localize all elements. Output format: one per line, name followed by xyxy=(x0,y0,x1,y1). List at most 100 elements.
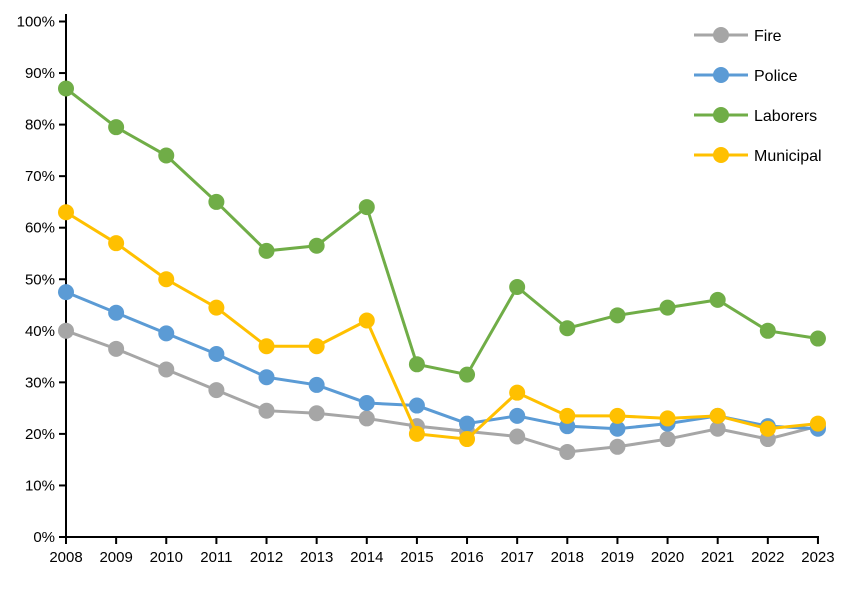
legend-item-fire[interactable]: Fire xyxy=(694,27,782,45)
legend-label-police: Police xyxy=(754,68,798,85)
laborers-point-2023 xyxy=(809,330,826,347)
police-point-2014 xyxy=(358,394,375,411)
y-axis-tick-label: 0% xyxy=(33,529,55,546)
laborers-point-2010 xyxy=(158,147,175,164)
police-point-2016 xyxy=(459,415,476,432)
y-axis-tick-label: 30% xyxy=(25,374,55,391)
municipal-point-2021 xyxy=(709,407,726,424)
fire-point-2012 xyxy=(258,402,275,419)
fire-point-2008 xyxy=(58,322,74,339)
legend-marker-laborers xyxy=(713,107,729,123)
legend-item-laborers[interactable]: Laborers xyxy=(694,107,817,125)
fire-point-2018 xyxy=(559,443,576,460)
x-axis-tick-label: 2008 xyxy=(49,549,82,566)
x-axis-tick-label: 2018 xyxy=(551,549,584,566)
legend-label-laborers: Laborers xyxy=(754,108,817,125)
series-line-laborers xyxy=(65,87,819,377)
series-line-municipal xyxy=(65,210,819,441)
legend-item-police[interactable]: Police xyxy=(694,67,798,85)
laborers-point-2016 xyxy=(459,366,476,383)
x-axis-tick-label: 2016 xyxy=(450,549,483,566)
legend: Fire Police Laborers Municipal xyxy=(694,27,822,165)
legend-label-municipal: Municipal xyxy=(754,148,822,165)
series-line-police xyxy=(65,290,819,431)
laborers-point-2020 xyxy=(659,299,676,316)
laborers-point-2011 xyxy=(208,193,225,210)
x-axis-tick-label: 2010 xyxy=(150,549,183,566)
y-axis-tick-label: 10% xyxy=(25,477,55,494)
municipal-point-2017 xyxy=(509,384,526,401)
fire-point-2017 xyxy=(509,428,526,445)
municipal-point-2014 xyxy=(358,312,375,329)
fire-point-2010 xyxy=(158,361,175,378)
police-point-2013 xyxy=(308,376,325,393)
x-axis-tick-label: 2021 xyxy=(701,549,734,566)
laborers-point-2017 xyxy=(509,278,526,295)
police-point-2011 xyxy=(208,345,225,362)
municipal-point-2013 xyxy=(308,338,325,355)
fire-point-2013 xyxy=(308,405,325,422)
x-axis-tick-label: 2011 xyxy=(200,549,232,566)
fire-point-2011 xyxy=(208,382,225,399)
legend-item-municipal[interactable]: Municipal xyxy=(694,147,822,165)
laborers-point-2009 xyxy=(108,119,125,136)
legend-label-fire: Fire xyxy=(754,28,782,45)
laborers-point-2012 xyxy=(258,242,275,259)
police-point-2012 xyxy=(258,369,275,386)
y-axis-tick-label: 50% xyxy=(25,271,55,288)
laborers-point-2015 xyxy=(408,356,425,373)
x-axis-tick-label: 2017 xyxy=(500,549,533,566)
fire-point-2021 xyxy=(709,420,726,437)
y-axis-tick-label: 100% xyxy=(17,14,55,31)
laborers-point-2008 xyxy=(58,80,74,97)
fire-point-2020 xyxy=(659,431,676,448)
police-point-2009 xyxy=(108,304,125,321)
y-axis-tick-label: 40% xyxy=(25,323,55,340)
x-axis-tick-label: 2014 xyxy=(350,549,383,566)
police-point-2017 xyxy=(509,407,526,424)
fire-point-2014 xyxy=(358,410,375,427)
municipal-point-2022 xyxy=(759,420,776,437)
x-axis-tick-label: 2015 xyxy=(400,549,433,566)
laborers-point-2018 xyxy=(559,320,576,337)
municipal-point-2010 xyxy=(158,271,175,288)
municipal-point-2016 xyxy=(459,431,476,448)
police-point-2010 xyxy=(158,325,175,342)
laborers-point-2014 xyxy=(358,199,375,216)
y-axis-tick-label: 80% xyxy=(25,117,55,134)
legend-marker-fire xyxy=(713,27,729,43)
police-point-2015 xyxy=(408,397,425,414)
police-point-2008 xyxy=(58,284,74,301)
laborers-point-2022 xyxy=(759,322,776,339)
x-axis-tick-label: 2013 xyxy=(300,549,333,566)
municipal-point-2020 xyxy=(659,410,676,427)
axes: 0% 10% 20% 30% 40% 50% 60% 70% 80% 90% 100% 2008 200… xyxy=(17,14,835,567)
municipal-point-2023 xyxy=(809,415,826,432)
x-axis-tick-label: 2009 xyxy=(99,549,132,566)
x-axis-tick-label: 2020 xyxy=(651,549,684,566)
municipal-point-2015 xyxy=(408,425,425,442)
laborers-point-2019 xyxy=(609,307,626,324)
series-line-fire xyxy=(65,329,819,454)
y-axis-tick-label: 60% xyxy=(25,220,55,237)
fire-point-2019 xyxy=(609,438,626,455)
municipal-point-2019 xyxy=(609,407,626,424)
police-point-2019 xyxy=(609,420,626,437)
y-axis-tick-label: 90% xyxy=(25,65,55,82)
laborers-point-2021 xyxy=(709,291,726,308)
laborers-point-2013 xyxy=(308,237,325,254)
municipal-point-2018 xyxy=(559,407,576,424)
municipal-point-2012 xyxy=(258,338,275,355)
x-axis-tick-label: 2022 xyxy=(751,549,784,566)
legend-marker-police xyxy=(713,67,729,83)
series-group xyxy=(58,80,826,460)
municipal-point-2011 xyxy=(208,299,225,316)
fire-point-2009 xyxy=(108,340,125,357)
y-axis-tick-label: 70% xyxy=(25,168,55,185)
y-axis-tick-label: 20% xyxy=(25,426,55,443)
municipal-point-2008 xyxy=(58,204,74,221)
legend-marker-municipal xyxy=(713,147,729,163)
x-axis-tick-label: 2019 xyxy=(601,549,634,566)
